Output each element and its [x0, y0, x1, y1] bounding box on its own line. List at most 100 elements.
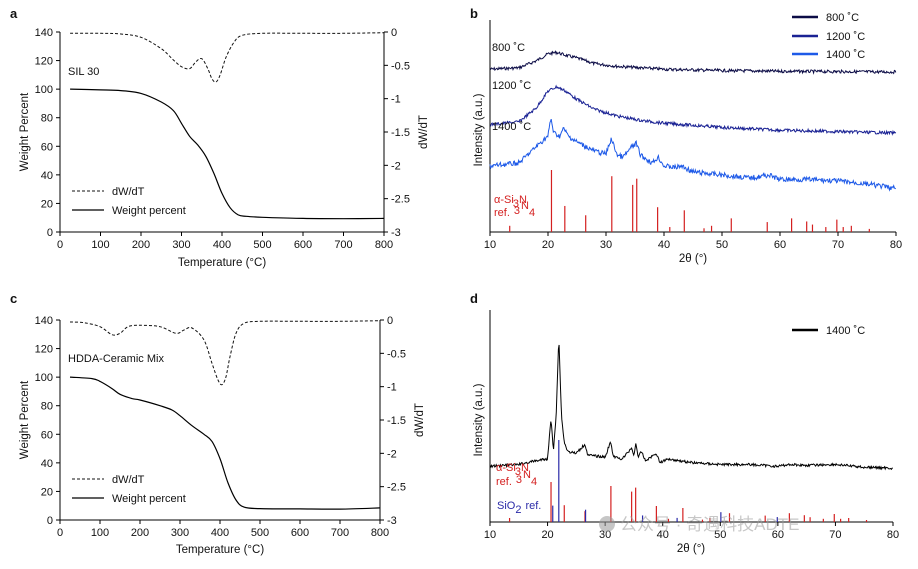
panel-d-x-ticks: 10 20 30 40 50 60 70 80	[484, 522, 899, 541]
panel-c-legend-dwdt: dW/dT	[112, 474, 145, 486]
c-xtick-label: 0	[57, 527, 63, 539]
c-ytick-label: 100	[35, 372, 53, 384]
panel-c: c 0 100 200 300 400 500 600 700 800 0 20 40 60 80 100…	[10, 291, 426, 556]
c-xtick-label: 100	[91, 527, 109, 539]
a-y2tick-label: -3	[391, 227, 401, 239]
panel-b-line-1	[490, 84, 897, 136]
panel-a-dwdt-line	[70, 32, 385, 83]
panel-a-xlabel: Temperature (°C)	[178, 257, 266, 269]
c-ytick-label: 0	[47, 515, 53, 527]
panel-d-letter: d	[470, 291, 478, 306]
a-xtick-label: 400	[213, 239, 231, 251]
panel-c-legend-weight: Weight percent	[112, 493, 186, 505]
a-xtick-label: 300	[172, 239, 190, 251]
panel-b-ref-label: α-Si3N	[494, 194, 527, 210]
d-xtick-label: 80	[887, 529, 899, 541]
panel-b: b 10 20 30 40 50 60 70 80 800 ˚C 1200 ˚C 1400 ˚…	[470, 6, 902, 265]
a-ytick-label: 120	[35, 56, 53, 68]
a-xtick-label: 800	[375, 239, 393, 251]
a-ytick-label: 60	[41, 141, 53, 153]
panel-b-ref-prefix: ref.	[494, 207, 510, 219]
d-xtick-label: 20	[541, 529, 553, 541]
panel-c-y2-ticks: 0 -0.5 -1 -1.5 -2 -2.5 -3	[380, 315, 406, 527]
c-y2tick-label: -0.5	[387, 348, 406, 360]
panel-d-ref-sub2: 4	[531, 476, 537, 488]
c-y2tick-label: -2	[387, 448, 397, 460]
panel-c-y-ticks: 0 20 40 60 80 100 120 140	[35, 315, 60, 527]
b-xtick-label: 60	[774, 239, 786, 251]
panel-d: d 10 20 30 40 50 60 70 80 α-Si3N ref. 3N4 SiO2 re…	[470, 291, 899, 555]
panel-a-axes	[59, 32, 385, 233]
panel-a-legend-weight: Weight percent	[112, 205, 186, 217]
b-xtick-label: 40	[658, 239, 670, 251]
panel-d-ref-sub: 3	[515, 466, 521, 478]
panel-b-ref-label-line2: ref. 3N4	[494, 200, 535, 219]
b-xtick-label: 10	[484, 239, 496, 251]
panel-a-x-ticks: 0 100 200 300 400 500 600 700 800	[57, 232, 393, 251]
a-y2tick-label: -2.5	[391, 194, 410, 206]
d-xtick-label: 40	[657, 529, 669, 541]
panel-d-sio2-label: SiO2 ref.	[497, 500, 541, 516]
a-ytick-label: 0	[47, 227, 53, 239]
d-xtick-label: 30	[599, 529, 611, 541]
c-xtick-label: 300	[171, 527, 189, 539]
a-xtick-label: 700	[334, 239, 352, 251]
c-xtick-label: 800	[371, 527, 389, 539]
panel-b-label-1200: 1200 ˚C	[492, 80, 531, 92]
panel-b-label-800: 800 ˚C	[492, 42, 525, 54]
panel-c-xlabel: Temperature (°C)	[176, 544, 264, 556]
d-xtick-label: 70	[829, 529, 841, 541]
a-xtick-label: 500	[253, 239, 271, 251]
c-y2tick-label: 0	[387, 315, 393, 327]
panel-b-x-ticks: 10 20 30 40 50 60 70 80	[484, 232, 902, 251]
a-y2tick-label: -2	[391, 160, 401, 172]
c-xtick-label: 600	[291, 527, 309, 539]
a-ytick-label: 80	[41, 113, 53, 125]
a-xtick-label: 200	[132, 239, 150, 251]
panel-c-weight-line	[69, 376, 381, 510]
panel-d-sio2-main: SiO	[497, 500, 516, 512]
panel-d-ref-prefix: ref.	[496, 476, 512, 488]
panel-b-legend-1400: 1400 ˚C	[826, 49, 865, 61]
panel-c-ylabel: Weight Percent	[19, 380, 31, 459]
a-ytick-label: 40	[41, 170, 53, 182]
panel-d-legend-1400: 1400 ˚C	[826, 325, 865, 337]
panel-d-ref-alpha: α-Si	[496, 462, 516, 474]
panel-c-axes	[59, 320, 381, 521]
panel-d-sio2-suffix: ref.	[525, 500, 541, 512]
a-ytick-label: 140	[35, 27, 53, 39]
panel-d-sio2-sub: 2	[515, 504, 521, 516]
panel-b-ref-sub2: 4	[529, 207, 535, 219]
panel-a-annotation: SIL 30	[68, 66, 99, 78]
c-ytick-label: 40	[41, 458, 53, 470]
c-xtick-label: 500	[251, 527, 269, 539]
panel-b-line-0	[489, 50, 897, 75]
panel-b-xlabel: 2θ (°)	[679, 253, 707, 265]
panel-b-ref-n: N	[519, 194, 527, 206]
c-y2tick-label: -1.5	[387, 415, 406, 427]
a-ytick-label: 20	[41, 198, 53, 210]
panel-c-letter: c	[10, 291, 17, 306]
b-xtick-label: 20	[542, 239, 554, 251]
b-xtick-label: 70	[832, 239, 844, 251]
c-ytick-label: 60	[41, 429, 53, 441]
panel-a: a 0 100 200 300 400 500 600 700 800 0 20 40 60 80 100…	[10, 6, 430, 269]
panel-b-ref-n-2: N	[521, 200, 529, 212]
c-y2tick-label: -2.5	[387, 482, 406, 494]
panel-a-y-ticks: 0 20 40 60 80 100 120 140	[35, 27, 60, 239]
c-ytick-label: 140	[35, 315, 53, 327]
c-ytick-label: 80	[41, 401, 53, 413]
panel-a-weight-line	[70, 88, 385, 220]
panel-c-dwdt-line	[69, 320, 381, 386]
d-xtick-label: 10	[484, 529, 496, 541]
panel-b-ref-sub: 3	[513, 198, 519, 210]
d-xtick-label: 50	[714, 529, 726, 541]
panel-d-ref-label: α-Si3N	[496, 462, 529, 478]
panel-b-line-2	[489, 118, 896, 192]
c-ytick-label: 20	[41, 486, 53, 498]
c-xtick-label: 200	[131, 527, 149, 539]
panel-b-ref-alpha: α-Si	[494, 194, 514, 206]
panel-a-letter: a	[10, 6, 18, 21]
b-xtick-label: 50	[716, 239, 728, 251]
